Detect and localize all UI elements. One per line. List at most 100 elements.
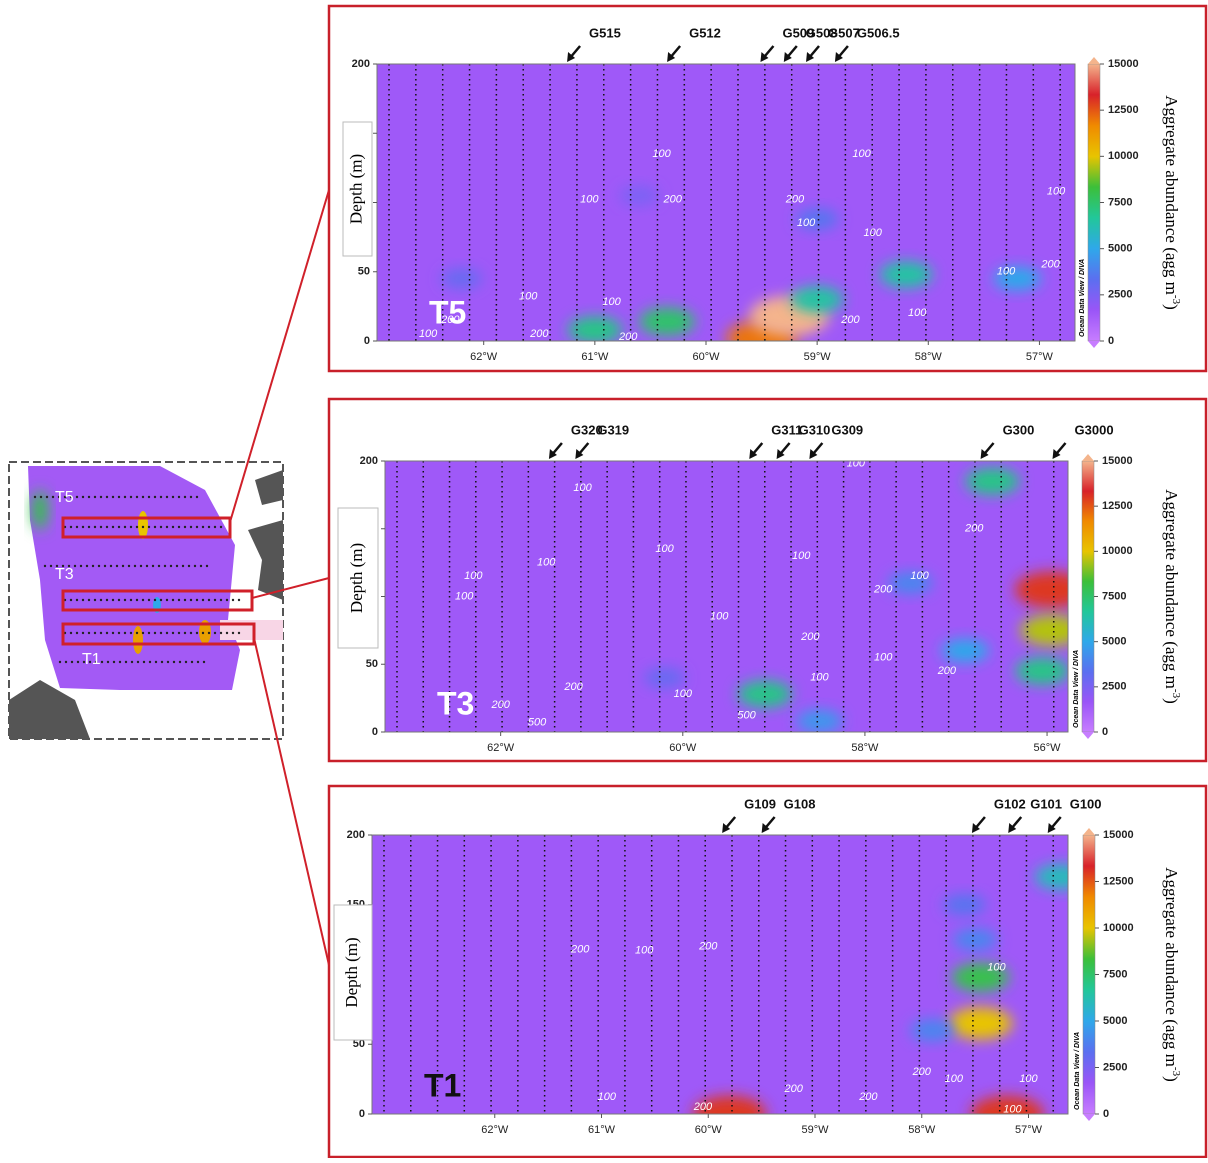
map-dot bbox=[171, 495, 175, 499]
hotspot bbox=[440, 268, 483, 290]
hotspot bbox=[970, 1095, 1044, 1114]
map-dot bbox=[61, 564, 65, 568]
colorbar-label: Aggregate abundance (agg m-3) bbox=[1162, 95, 1182, 310]
map-dot bbox=[141, 598, 145, 602]
colorbar-tick-label: 15000 bbox=[1108, 58, 1139, 70]
contour-label: 200 bbox=[800, 631, 820, 643]
x-tick-label: 60°W bbox=[692, 351, 720, 363]
connector bbox=[229, 189, 330, 523]
contour-label: 100 bbox=[987, 961, 1006, 973]
colorbar-tick-label: 15000 bbox=[1102, 455, 1133, 467]
colorbar-label-part: -3 bbox=[1170, 295, 1182, 305]
map-dot bbox=[135, 495, 139, 499]
y-tick-label: 50 bbox=[366, 658, 378, 670]
colorbar-tick-label: 12500 bbox=[1103, 875, 1134, 887]
map-dot bbox=[69, 495, 73, 499]
map-dot bbox=[75, 631, 79, 635]
x-tick-label: 57°W bbox=[1015, 1124, 1043, 1136]
map-dot bbox=[93, 525, 97, 529]
contour-label: 100 bbox=[419, 328, 438, 340]
x-tick-label: 62°W bbox=[487, 742, 515, 754]
map-dot bbox=[129, 525, 133, 529]
map-dot bbox=[93, 631, 97, 635]
map-dot bbox=[153, 525, 157, 529]
map-dot bbox=[105, 495, 109, 499]
map-hotspot bbox=[32, 490, 48, 530]
map-dot bbox=[33, 495, 37, 499]
map-dot bbox=[189, 598, 193, 602]
map-dot bbox=[115, 564, 119, 568]
map-dot bbox=[133, 564, 137, 568]
contour-label: 100 bbox=[1019, 1073, 1038, 1085]
colorbar-tick-label: 12500 bbox=[1102, 500, 1133, 512]
map-dot bbox=[57, 495, 61, 499]
colorbar-cap bbox=[1088, 341, 1100, 348]
x-tick-label: 60°W bbox=[695, 1124, 723, 1136]
station-label: G311 bbox=[771, 422, 802, 437]
contour-label: 200 bbox=[490, 699, 510, 711]
contour-label: 100 bbox=[1003, 1104, 1022, 1116]
arrow-head bbox=[548, 449, 557, 459]
map-dot bbox=[99, 631, 103, 635]
map-dot bbox=[196, 660, 200, 664]
map-dot bbox=[160, 660, 164, 664]
map-dot bbox=[213, 525, 217, 529]
y-tick-label: 0 bbox=[359, 1108, 365, 1120]
hotspot bbox=[1014, 571, 1068, 609]
map-dot bbox=[202, 660, 206, 664]
hotspot bbox=[619, 185, 660, 206]
contour-label: 200 bbox=[693, 1101, 713, 1113]
map-dot bbox=[207, 525, 211, 529]
map-dot bbox=[87, 598, 91, 602]
map-dot bbox=[145, 564, 149, 568]
contour-label: 200 bbox=[1040, 259, 1060, 271]
map-dot bbox=[141, 495, 145, 499]
map-dot bbox=[157, 564, 161, 568]
map-dot bbox=[190, 660, 194, 664]
map-dot bbox=[231, 598, 235, 602]
contour-label: 100 bbox=[997, 266, 1016, 278]
map-dot bbox=[159, 631, 163, 635]
map-dot bbox=[219, 598, 223, 602]
hotspot bbox=[1020, 614, 1068, 646]
map-dot bbox=[127, 564, 131, 568]
map-dot bbox=[178, 660, 182, 664]
credit: Ocean Data View / DIVA bbox=[1073, 650, 1080, 728]
map-dot bbox=[207, 598, 211, 602]
map-dot bbox=[163, 564, 167, 568]
contour-label: 100 bbox=[852, 148, 871, 160]
colorbar-cap bbox=[1082, 732, 1094, 739]
y-axis-label: Depth (m) bbox=[347, 543, 366, 613]
transect-box bbox=[61, 622, 256, 646]
map-dot bbox=[99, 495, 103, 499]
map-dot bbox=[109, 564, 113, 568]
map-dot bbox=[81, 495, 85, 499]
hotspot bbox=[942, 893, 987, 916]
x-tick-label: 60°W bbox=[669, 742, 697, 754]
contour-label: 200 bbox=[937, 665, 957, 677]
y-tick-label: 50 bbox=[358, 266, 370, 278]
map-dot bbox=[58, 660, 62, 664]
map-dot bbox=[87, 525, 91, 529]
map-dot bbox=[219, 631, 223, 635]
map-dot bbox=[237, 631, 241, 635]
map-dot bbox=[213, 631, 217, 635]
map-dot bbox=[111, 598, 115, 602]
contour-label: 500 bbox=[528, 716, 547, 728]
map-dot bbox=[81, 598, 85, 602]
map-dot bbox=[117, 495, 121, 499]
map-dot bbox=[117, 631, 121, 635]
colorbar-label-part: ) bbox=[1162, 304, 1181, 310]
map-dot bbox=[135, 598, 139, 602]
x-tick-label: 61°W bbox=[581, 351, 609, 363]
station-label: G101 bbox=[1030, 796, 1062, 811]
contour-label: 100 bbox=[580, 194, 599, 206]
contour-label: 200 bbox=[529, 328, 549, 340]
hotspot bbox=[567, 316, 623, 341]
contour-label: 200 bbox=[964, 523, 984, 535]
map-dot bbox=[123, 631, 127, 635]
colorbar-tick-label: 2500 bbox=[1102, 681, 1126, 693]
map-dot bbox=[237, 598, 241, 602]
map-dot bbox=[55, 564, 59, 568]
